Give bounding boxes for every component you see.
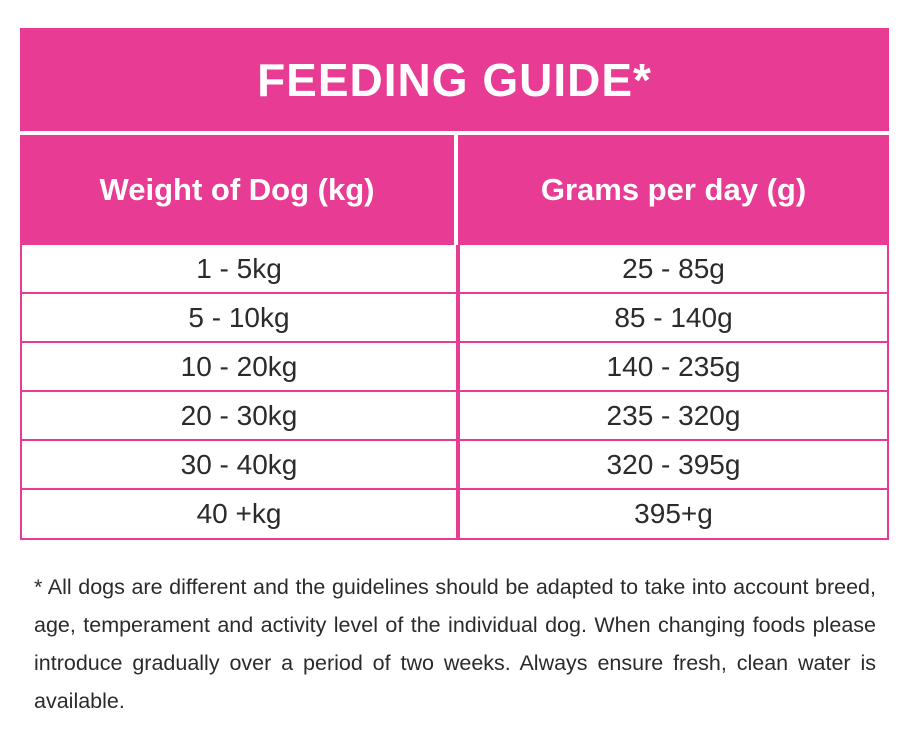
table-row: 30 - 40kg 320 - 395g xyxy=(22,441,887,490)
grams-cell: 395+g xyxy=(634,498,713,529)
column-header-grams: Grams per day (g) xyxy=(458,135,889,245)
footnote: * All dogs are different and the guideli… xyxy=(34,575,876,713)
table-row: 1 - 5kg 25 - 85g xyxy=(22,245,887,294)
grams-cell: 140 - 235g xyxy=(606,350,741,382)
weight-cell: 10 - 20kg xyxy=(22,343,460,390)
grams-cell: 235 - 320g xyxy=(606,399,741,431)
weight-cell: 40 +kg xyxy=(22,490,460,538)
page-title: FEEDING GUIDE* xyxy=(20,28,889,131)
feeding-table: 1 - 5kg 25 - 85g 5 - 10kg 85 - 140g 10 - 2… xyxy=(20,245,889,540)
table-row: 20 - 30kg 235 - 320g xyxy=(22,392,887,441)
grams-cell: 85 - 140g xyxy=(614,301,733,333)
grams-cell: 25 - 85g xyxy=(622,252,725,284)
weight-cell: 1 - 5kg xyxy=(22,245,460,292)
grams-cell: 320 - 395g xyxy=(606,448,741,480)
table-row: 40 +kg 395+g xyxy=(22,490,887,538)
weight-cell: 30 - 40kg xyxy=(22,441,460,488)
column-header-weight: Weight of Dog (kg) xyxy=(20,135,454,245)
table-row: 5 - 10kg 85 - 140g xyxy=(22,294,887,343)
weight-cell: 5 - 10kg xyxy=(22,294,460,341)
weight-cell: 20 - 30kg xyxy=(22,392,460,439)
table-row: 10 - 20kg 140 - 235g xyxy=(22,343,887,392)
